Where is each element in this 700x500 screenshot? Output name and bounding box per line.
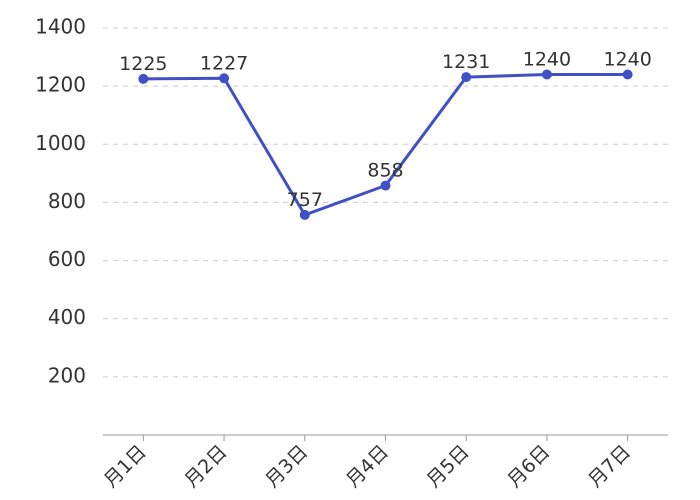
y-tick-label: 200 bbox=[48, 363, 86, 387]
value-label: 757 bbox=[287, 189, 323, 211]
x-tick-label: 月1日 bbox=[100, 441, 151, 492]
y-tick-label: 1400 bbox=[35, 15, 86, 39]
value-label: 1225 bbox=[119, 53, 167, 75]
y-tick-label: 800 bbox=[48, 189, 86, 213]
y-tick-label: 1200 bbox=[35, 73, 86, 97]
value-label: 1231 bbox=[442, 51, 490, 73]
x-tick-label: 月4日 bbox=[342, 441, 393, 492]
point bbox=[622, 69, 633, 80]
point bbox=[541, 69, 552, 80]
point bbox=[219, 73, 230, 84]
x-tick-label: 月2日 bbox=[181, 441, 232, 492]
value-label: 1240 bbox=[523, 49, 571, 71]
point bbox=[380, 180, 391, 191]
point bbox=[138, 73, 149, 84]
value-label: 858 bbox=[367, 160, 403, 182]
x-tick-label: 月5日 bbox=[423, 441, 474, 492]
point bbox=[299, 209, 310, 220]
value-label: 1240 bbox=[603, 49, 651, 71]
value-label: 1227 bbox=[200, 52, 248, 74]
x-tick-label: 月6日 bbox=[503, 441, 554, 492]
x-tick-label: 月3日 bbox=[261, 441, 312, 492]
y-tick-label: 1000 bbox=[35, 131, 86, 155]
y-tick-label: 600 bbox=[48, 247, 86, 271]
point bbox=[461, 72, 472, 83]
y-tick-label: 400 bbox=[48, 305, 86, 329]
x-tick-label: 月7日 bbox=[584, 441, 635, 492]
